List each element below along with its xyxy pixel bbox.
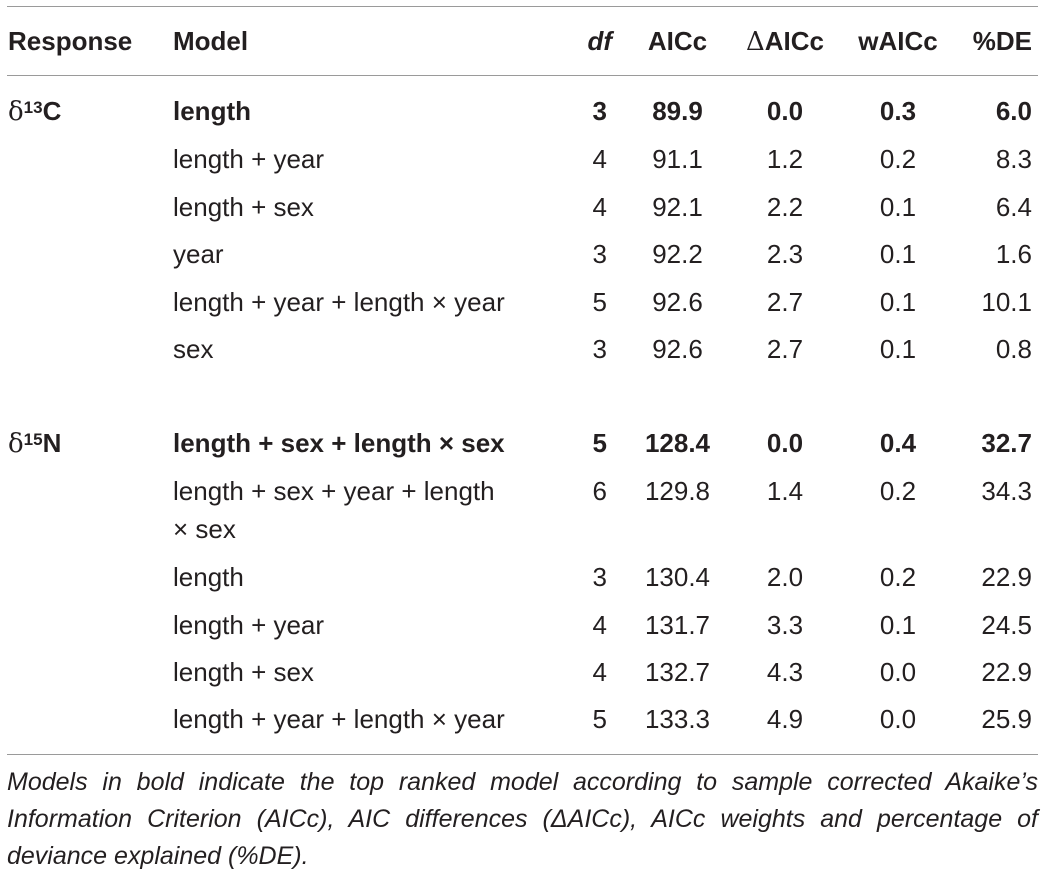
table-row-de: 10.1 xyxy=(981,287,1032,317)
isotope-mass: 15 xyxy=(23,430,43,449)
table-row-model: sex xyxy=(173,334,214,364)
table-row-delta: 1.2 xyxy=(766,144,804,174)
table-row-df: 4 xyxy=(592,610,607,640)
table-row-df: 4 xyxy=(592,657,607,687)
table-row-model: length + year + length × year xyxy=(173,287,505,317)
header-delta-aicc-label: AICc xyxy=(764,26,825,56)
delta-lower-symbol: δ xyxy=(8,429,24,459)
table-row-aicc: 128.4 xyxy=(644,428,711,458)
top-rule xyxy=(7,6,1038,7)
table-row-weight: 0.2 xyxy=(879,476,917,506)
table-row-model: length + sex + length × sex xyxy=(173,428,505,458)
table-row-df: 3 xyxy=(592,239,607,269)
isotope-element: N xyxy=(42,428,62,458)
table-row-delta: 2.2 xyxy=(766,192,804,222)
response-d15n: δ15N xyxy=(8,424,61,463)
table-row-df: 3 xyxy=(592,96,607,126)
table-row-aicc: 133.3 xyxy=(644,704,711,734)
table-row-df: 4 xyxy=(592,144,607,174)
header-aicc: AICc xyxy=(647,26,708,56)
table-row-aicc: 129.8 xyxy=(644,476,711,506)
table-row-delta: 2.7 xyxy=(766,334,804,364)
table-row-de: 8.3 xyxy=(995,144,1032,174)
table-row-de: 6.4 xyxy=(995,192,1032,222)
table-row-delta: 2.7 xyxy=(766,287,804,317)
table-row-model: year xyxy=(173,239,224,269)
response-d13c: δ13C xyxy=(8,92,61,131)
table-row-model: length + year + length × year xyxy=(173,704,505,734)
table-row-delta: 0.0 xyxy=(766,428,804,458)
table-row-de: 1.6 xyxy=(995,239,1032,269)
table-row-de: 32.7 xyxy=(981,428,1032,458)
table-row-model: length xyxy=(173,96,251,126)
delta-lower-symbol: δ xyxy=(8,97,24,127)
table-row-model: length + year xyxy=(173,144,325,174)
table-row-df: 4 xyxy=(592,192,607,222)
table-row-weight: 0.1 xyxy=(879,192,917,222)
table-row-df: 3 xyxy=(592,334,607,364)
table-row-df: 3 xyxy=(592,562,607,592)
isotope-mass: 13 xyxy=(23,98,43,117)
delta-symbol: Δ xyxy=(745,27,765,57)
table-row-delta: 1.4 xyxy=(766,476,804,506)
table-row-delta: 0.0 xyxy=(766,96,804,126)
table-row-de: 6.0 xyxy=(995,96,1032,126)
table-row-aicc: 132.7 xyxy=(644,657,711,687)
table-row-weight: 0.2 xyxy=(879,144,917,174)
table-row-model: length xyxy=(173,562,244,592)
table-row-de: 24.5 xyxy=(981,610,1032,640)
table-row-delta: 3.3 xyxy=(766,610,804,640)
table-row-aicc: 92.1 xyxy=(652,192,703,222)
bottom-rule xyxy=(7,754,1038,755)
table-row-df: 5 xyxy=(592,287,607,317)
table-row-weight: 0.1 xyxy=(879,334,917,364)
table-row-aicc: 131.7 xyxy=(644,610,711,640)
table-row-weight: 0.1 xyxy=(879,287,917,317)
table-row-df: 6 xyxy=(592,476,607,506)
table-row-df: 5 xyxy=(592,428,607,458)
table-row-aicc: 92.6 xyxy=(652,287,703,317)
header-rule xyxy=(7,75,1038,76)
table-row-df: 5 xyxy=(592,704,607,734)
table-row-model: length + sex + year + length xyxy=(173,476,495,506)
table-row-de: 25.9 xyxy=(981,704,1032,734)
table-row-de: 0.8 xyxy=(995,334,1032,364)
table-row-aicc: 92.6 xyxy=(652,334,703,364)
table-row-de: 34.3 xyxy=(981,476,1032,506)
header-response: Response xyxy=(8,26,133,56)
header-delta-aicc: ΔAICc xyxy=(735,22,835,61)
table-row-model: length + sex xyxy=(173,192,314,222)
table-row-delta: 4.3 xyxy=(766,657,804,687)
table-row-weight: 0.2 xyxy=(879,562,917,592)
table-row-delta: 2.3 xyxy=(766,239,804,269)
table-row-weight: 0.4 xyxy=(879,428,917,458)
header-waicc: wAICc xyxy=(858,26,938,56)
table-row-model: length + sex xyxy=(173,657,314,687)
isotope-element: C xyxy=(42,96,62,126)
header-model: Model xyxy=(173,26,249,56)
header-df: df xyxy=(587,26,612,56)
table-row-delta: 4.9 xyxy=(766,704,804,734)
table-row-weight: 0.1 xyxy=(879,610,917,640)
table-row-aicc: 130.4 xyxy=(644,562,711,592)
header-pct-de: %DE xyxy=(972,26,1032,56)
table-row-de: 22.9 xyxy=(981,562,1032,592)
table-row-aicc: 91.1 xyxy=(652,144,703,174)
table-row-aicc: 92.2 xyxy=(652,239,703,269)
table-row-model-continued: × sex xyxy=(173,514,236,544)
table-row-aicc: 89.9 xyxy=(652,96,703,126)
table-row-de: 22.9 xyxy=(981,657,1032,687)
table-row-weight: 0.0 xyxy=(879,657,917,687)
table-row-weight: 0.0 xyxy=(879,704,917,734)
table-row-weight: 0.1 xyxy=(879,239,917,269)
table-row-model: length + year xyxy=(173,610,325,640)
table-row-delta: 2.0 xyxy=(766,562,804,592)
table-caption: Models in bold indicate the top ranked m… xyxy=(7,768,1038,870)
table-row-weight: 0.3 xyxy=(879,96,917,126)
